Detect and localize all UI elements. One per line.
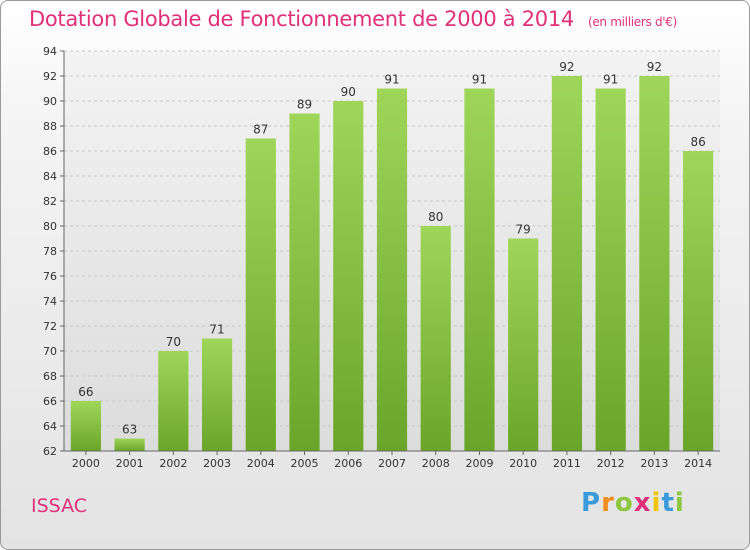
bar xyxy=(376,88,408,451)
data-label: 91 xyxy=(472,73,487,87)
data-label: 79 xyxy=(516,223,531,237)
bar xyxy=(420,226,451,451)
logo-letter: r xyxy=(601,488,615,518)
data-label: 91 xyxy=(384,73,399,87)
y-tick-label: 72 xyxy=(43,320,57,333)
x-tick-label: 2009 xyxy=(465,457,493,470)
y-tick-label: 80 xyxy=(43,220,57,233)
data-label: 92 xyxy=(647,60,662,74)
x-tick-label: 2011 xyxy=(553,457,581,470)
x-tick-label: 2014 xyxy=(684,457,712,470)
bar xyxy=(595,88,626,451)
data-label: 90 xyxy=(341,85,356,99)
y-tick-label: 78 xyxy=(43,245,57,258)
x-tick-label: 2006 xyxy=(334,457,362,470)
bar xyxy=(508,238,539,451)
bar xyxy=(464,88,495,451)
bar xyxy=(333,101,364,451)
x-tick-label: 2013 xyxy=(640,457,668,470)
bar xyxy=(683,151,714,451)
bar xyxy=(245,138,276,451)
bar xyxy=(158,351,189,451)
logo-letter: x xyxy=(633,488,652,518)
bar xyxy=(289,113,320,451)
bar xyxy=(201,338,233,451)
data-label: 66 xyxy=(78,385,93,399)
logo-letter: i xyxy=(674,488,685,518)
logo-letter: i xyxy=(651,488,662,518)
x-tick-label: 2010 xyxy=(509,457,537,470)
bar xyxy=(551,76,583,451)
y-tick-label: 82 xyxy=(43,195,57,208)
data-label: 63 xyxy=(122,423,137,437)
axes: 62 64 66 68 70 72 74 76 78 80 82 84 86 88 90 92 94 2000 20… xyxy=(43,45,720,470)
x-tick-label: 2007 xyxy=(378,457,406,470)
bar xyxy=(114,438,145,451)
data-label: 71 xyxy=(209,323,224,337)
x-tick-label: 2004 xyxy=(247,457,275,470)
y-tick-label: 76 xyxy=(43,270,57,283)
data-label: 89 xyxy=(297,98,312,112)
y-tick-label: 92 xyxy=(43,70,57,83)
data-label: 70 xyxy=(166,335,181,349)
proxiti-logo: Proxiti xyxy=(581,488,685,518)
logo-letter: t xyxy=(661,488,675,518)
y-tick-label: 94 xyxy=(43,45,57,58)
data-label: 86 xyxy=(690,135,705,149)
x-tick-label: 2012 xyxy=(597,457,625,470)
x-tick-label: 2002 xyxy=(159,457,187,470)
y-tick-label: 66 xyxy=(43,395,57,408)
logo-letter: o xyxy=(614,488,634,518)
data-label: 87 xyxy=(253,123,268,137)
chart-unit: (en milliers d'€) xyxy=(587,15,677,29)
x-tick-label: 2005 xyxy=(291,457,319,470)
logo-letter: P xyxy=(581,488,602,518)
x-tick-label: 2001 xyxy=(116,457,144,470)
x-tick-label: 2008 xyxy=(422,457,450,470)
data-label: 80 xyxy=(428,210,443,224)
y-tick-label: 90 xyxy=(43,95,57,108)
y-tick-label: 74 xyxy=(43,295,57,308)
y-tick-label: 68 xyxy=(43,370,57,383)
y-tick-label: 62 xyxy=(43,445,57,458)
bar xyxy=(639,76,670,451)
chart-title-text: Dotation Globale de Fonctionnement de 20… xyxy=(29,7,574,31)
commune-name: ISSAC xyxy=(31,495,88,517)
y-tick-label: 70 xyxy=(43,345,57,358)
y-tick-label: 86 xyxy=(43,145,57,158)
data-label: 91 xyxy=(603,73,618,87)
x-tick-label: 2000 xyxy=(72,457,100,470)
y-tick-label: 84 xyxy=(43,170,57,183)
bars: 66 63 70 71 87 89 90 91 80 91 79 92 91 92 86 xyxy=(70,60,714,451)
x-tick-label: 2003 xyxy=(203,457,231,470)
data-label: 92 xyxy=(559,60,574,74)
bar xyxy=(70,401,101,451)
y-tick-label: 88 xyxy=(43,120,57,133)
chart-title: Dotation Globale de Fonctionnement de 20… xyxy=(29,7,677,31)
y-tick-label: 64 xyxy=(43,420,57,433)
